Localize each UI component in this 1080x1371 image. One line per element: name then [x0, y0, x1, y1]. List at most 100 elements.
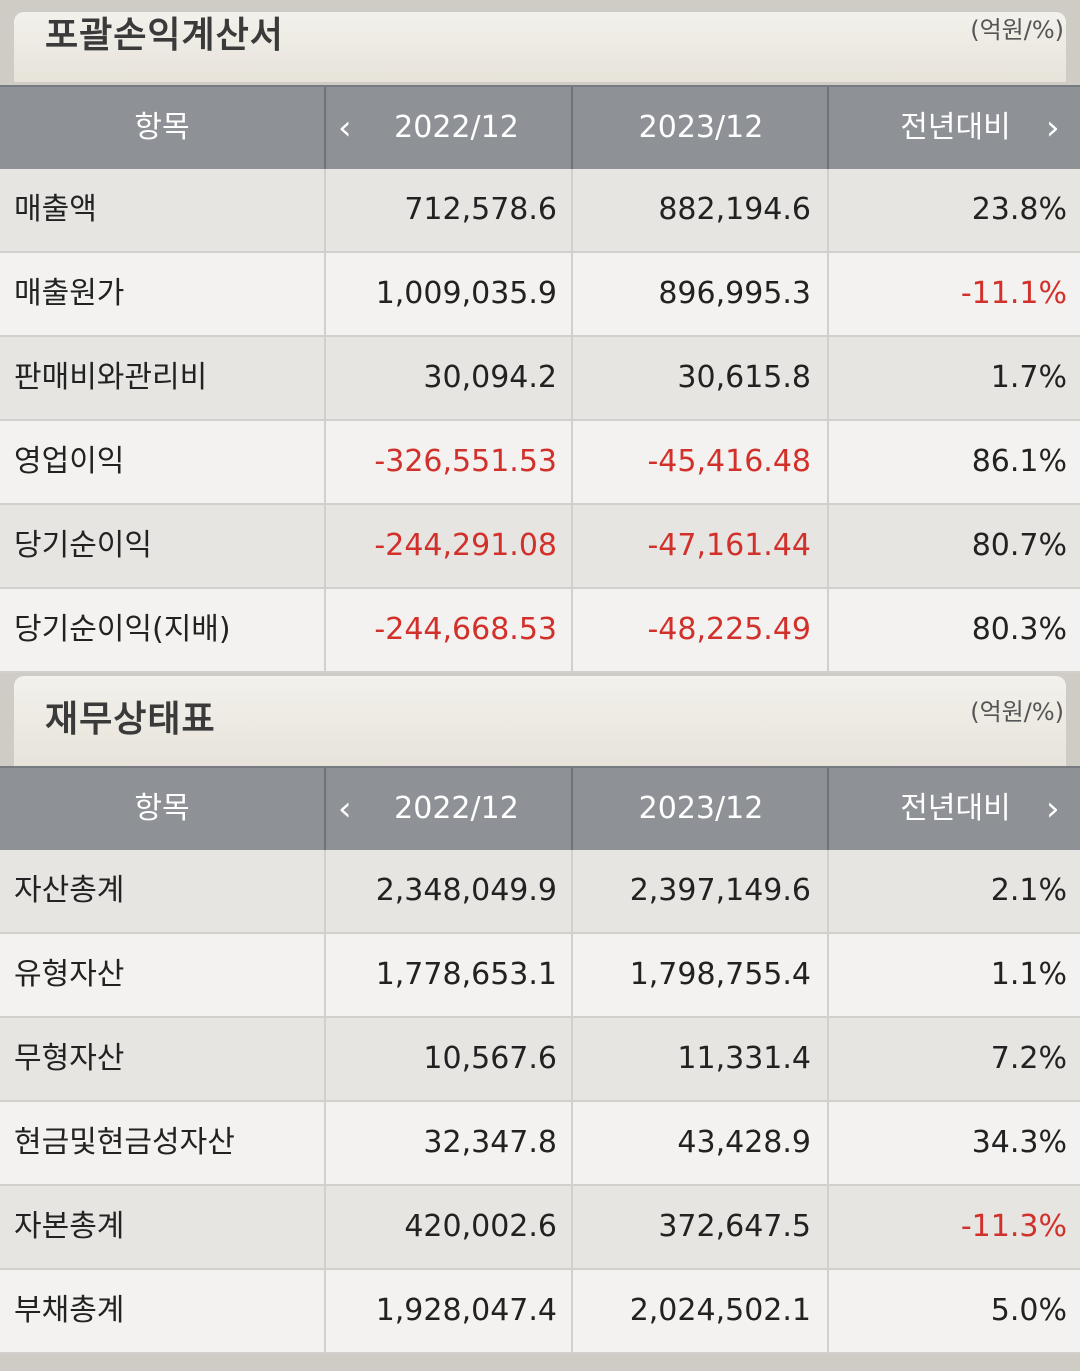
value-2023: -45,416.48 [647, 444, 811, 479]
table-row: 자산총계 2,348,049.9 2,397,149.6 2.1% [0, 850, 1080, 934]
value-2023: 2,024,502.1 [629, 1293, 811, 1328]
table-row: 당기순이익 -244,291.08 -47,161.44 80.7% [0, 505, 1080, 589]
value-2023: 882,194.6 [658, 192, 811, 227]
table-row: 부채총계 1,928,047.4 2,024,502.1 5.0% [0, 1270, 1080, 1354]
column-divider [324, 505, 326, 587]
column-divider [571, 589, 573, 671]
row-label: 영업이익 [14, 444, 125, 479]
column-divider [571, 1186, 573, 1268]
header-col2: 2023/12 [571, 87, 829, 169]
table-row: 무형자산 10,567.6 11,331.4 7.2% [0, 1018, 1080, 1102]
yoy-change: 34.3% [971, 1125, 1067, 1160]
value-2023: 2,397,149.6 [629, 873, 811, 908]
column-divider [324, 1018, 326, 1100]
yoy-change: 5.0% [990, 1293, 1067, 1328]
value-2023: 372,647.5 [658, 1209, 811, 1244]
header-col3-label: 전년대비 [900, 791, 1011, 826]
value-2023: 43,428.9 [677, 1125, 811, 1160]
header-item: 항목 [134, 791, 190, 826]
yoy-change: 23.8% [971, 192, 1067, 227]
next-period-icon[interactable]: › [1046, 108, 1060, 148]
prev-period-icon[interactable]: ‹ [338, 108, 352, 148]
table-row: 자본총계 420,002.6 372,647.5 -11.3% [0, 1186, 1080, 1270]
value-2022: 2,348,049.9 [375, 873, 557, 908]
next-period-icon[interactable]: › [1046, 789, 1060, 829]
row-label: 매출원가 [14, 276, 125, 311]
header-col1: 2022/12 [324, 768, 573, 850]
table-row: 판매비와관리비 30,094.2 30,615.8 1.7% [0, 337, 1080, 421]
unit-label: (억원/%) [970, 16, 1064, 44]
value-2022: 1,778,653.1 [375, 957, 557, 992]
row-label: 무형자산 [14, 1041, 125, 1076]
column-divider [571, 850, 573, 932]
column-divider [827, 505, 829, 587]
value-2023: 896,995.3 [658, 276, 811, 311]
income-statement-header: 포괄손익계산서 (억원/%) [14, 12, 1066, 82]
column-divider [827, 169, 829, 251]
header-col3-label: 전년대비 [900, 110, 1011, 145]
column-divider [571, 253, 573, 335]
column-divider [827, 337, 829, 419]
value-2023: 11,331.4 [677, 1041, 811, 1076]
table-header: 항목 2022/12 ‹ 2023/12 전년대비 › [0, 85, 1080, 171]
value-2022: -244,291.08 [374, 528, 557, 563]
column-divider [571, 1018, 573, 1100]
column-divider [324, 850, 326, 932]
column-divider [571, 421, 573, 503]
column-divider [324, 934, 326, 1016]
column-divider [324, 337, 326, 419]
value-2023: -47,161.44 [647, 528, 811, 563]
table-row: 유형자산 1,778,653.1 1,798,755.4 1.1% [0, 934, 1080, 1018]
row-label: 판매비와관리비 [14, 360, 208, 395]
value-2022: -326,551.53 [374, 444, 557, 479]
row-label: 당기순이익 [14, 528, 152, 563]
header-col1-label: 2022/12 [394, 110, 519, 145]
table-header: 항목 2022/12 ‹ 2023/12 전년대비 › [0, 766, 1080, 852]
header-col1: 2022/12 [324, 87, 573, 169]
column-divider [571, 337, 573, 419]
value-2022: 30,094.2 [423, 360, 557, 395]
table-row: 매출원가 1,009,035.9 896,995.3 -11.1% [0, 253, 1080, 337]
table-row: 영업이익 -326,551.53 -45,416.48 86.1% [0, 421, 1080, 505]
column-divider [827, 589, 829, 671]
table-row: 매출액 712,578.6 882,194.6 23.8% [0, 169, 1080, 253]
value-2023: 30,615.8 [677, 360, 811, 395]
balance-sheet-header: 재무상태표 (억원/%) [14, 676, 1066, 768]
value-2022: 712,578.6 [404, 192, 557, 227]
value-2023: 1,798,755.4 [629, 957, 811, 992]
row-label: 부채총계 [14, 1293, 125, 1328]
column-divider [571, 169, 573, 251]
yoy-change: 80.7% [971, 528, 1067, 563]
yoy-change: 86.1% [971, 444, 1067, 479]
column-divider [324, 1270, 326, 1352]
header-col3: 전년대비 [827, 768, 1080, 850]
section-title: 재무상태표 [45, 699, 216, 740]
value-2022: 32,347.8 [423, 1125, 557, 1160]
row-label: 자본총계 [14, 1209, 125, 1244]
table-row: 현금및현금성자산 32,347.8 43,428.9 34.3% [0, 1102, 1080, 1186]
column-divider [324, 589, 326, 671]
column-divider [324, 253, 326, 335]
row-label: 당기순이익(지배) [14, 612, 231, 647]
yoy-change: -11.1% [960, 276, 1067, 311]
column-divider [324, 169, 326, 251]
yoy-change: 1.7% [990, 360, 1067, 395]
header-col2: 2023/12 [571, 768, 829, 850]
column-divider [827, 934, 829, 1016]
column-divider [827, 421, 829, 503]
yoy-change: 80.3% [971, 612, 1067, 647]
column-divider [827, 1270, 829, 1352]
section-title: 포괄손익계산서 [45, 15, 284, 56]
column-divider [827, 850, 829, 932]
unit-label: (억원/%) [970, 698, 1064, 726]
column-divider [571, 934, 573, 1016]
value-2022: 10,567.6 [423, 1041, 557, 1076]
value-2022: -244,668.53 [374, 612, 557, 647]
value-2023: -48,225.49 [647, 612, 811, 647]
yoy-change: 2.1% [990, 873, 1067, 908]
row-label: 자산총계 [14, 873, 125, 908]
value-2022: 1,009,035.9 [375, 276, 557, 311]
column-divider [827, 1102, 829, 1184]
prev-period-icon[interactable]: ‹ [338, 789, 352, 829]
row-label: 매출액 [14, 192, 97, 227]
